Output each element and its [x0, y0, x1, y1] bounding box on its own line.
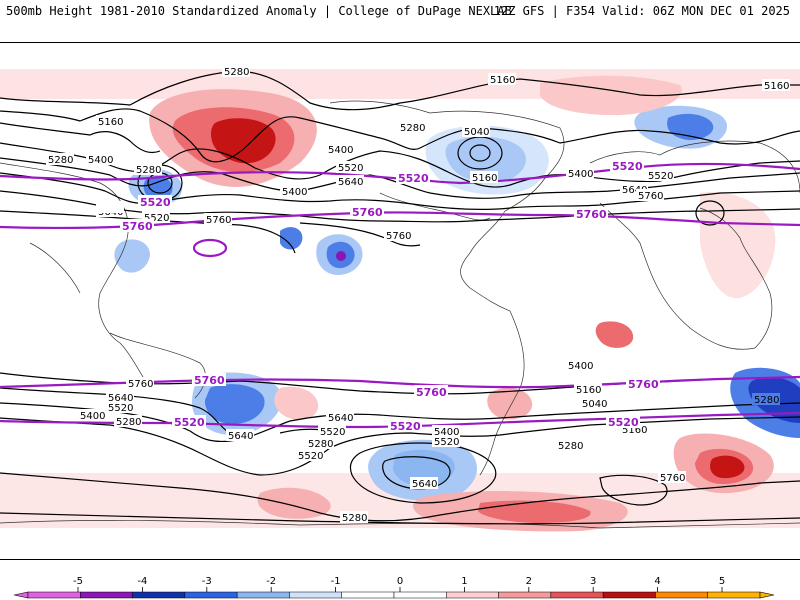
colorbar-swatch — [289, 591, 342, 599]
contour-label: 5760 — [386, 231, 411, 242]
colorbar-max-arrow — [759, 591, 775, 599]
colorbar-swatch — [236, 591, 290, 599]
contour-label: 5520 — [298, 451, 323, 462]
contour-label: 5640 — [328, 413, 353, 424]
contour-label: 5760 — [660, 473, 685, 484]
contour-label: 5160 — [764, 81, 789, 92]
reference-label: 5520 — [140, 196, 171, 209]
reference-label: 5760 — [416, 386, 447, 399]
colorbar-tick-label: -4 — [137, 576, 147, 587]
contour-label: 5760 — [638, 191, 663, 202]
contour-label: 5400 — [88, 155, 113, 166]
colorbar-tick-label: -2 — [266, 576, 276, 587]
colorbar-swatch — [184, 591, 238, 599]
colorbar-tick-label: -3 — [202, 576, 212, 587]
colorbar-tick-label: 1 — [461, 576, 467, 587]
reference-label: 5520 — [608, 416, 639, 429]
contour-label: 5400 — [568, 361, 593, 372]
contour-label: 5280 — [48, 155, 73, 166]
colorbar-tick-label: 3 — [590, 576, 596, 587]
colorbar-tick-label: -5 — [73, 576, 83, 587]
contour-label: 5160 — [490, 75, 515, 86]
contour-label: 5160 — [98, 117, 123, 128]
colorbar-swatch — [498, 591, 552, 599]
contour-label: 5520 — [648, 171, 673, 182]
contour-label: 5160 — [472, 173, 497, 184]
contour-label: 5400 — [282, 187, 307, 198]
reference-label: 5760 — [122, 220, 153, 233]
contour-label: 5640 — [338, 177, 363, 188]
contour-label: 5280 — [136, 165, 161, 176]
contour-label: 5520 — [144, 213, 169, 224]
contour-label: 5640 — [412, 479, 437, 490]
contour-label: 5640 — [622, 185, 647, 196]
contour-label: 5640 — [108, 393, 133, 404]
colorbar-tick-label: 5 — [719, 576, 725, 587]
anomaly-colorbar: -5 -4 -3 -2 -1 0 1 2 3 4 5 — [13, 576, 775, 599]
contour-label: 5640 — [228, 431, 253, 442]
colorbar-swatch — [341, 591, 395, 599]
colorbar-swatch — [446, 591, 499, 599]
colorbar-swatch — [707, 591, 761, 599]
contour-label: 5280 — [116, 417, 141, 428]
colorbar-swatch — [550, 591, 604, 599]
colorbar-swatch — [393, 591, 447, 599]
contour-label: 5400 — [568, 169, 593, 180]
colorbar-tick-label: -1 — [331, 576, 341, 587]
colorbar-swatch — [80, 591, 133, 599]
reference-label: 5760 — [194, 374, 225, 387]
contour-label: 5400 — [434, 427, 459, 438]
reference-label: 5520 — [398, 172, 429, 185]
anomaly-shading — [0, 69, 800, 532]
colorbar-tick-label: 4 — [654, 576, 660, 587]
contour-label: 5160 — [576, 385, 601, 396]
reference-label: 5520 — [612, 160, 643, 173]
contour-label: 5760 — [128, 379, 153, 390]
run-info: 12Z GFS | F354 Valid: 06Z MON DEC 01 202… — [493, 4, 790, 18]
reference-label: 5760 — [576, 208, 607, 221]
purple-contour-labels: 5520 5760 5520 5760 5520 5760 5760 5520 … — [120, 159, 660, 433]
contour-label: 5040 — [582, 399, 607, 410]
contour-label: 5280 — [400, 123, 425, 134]
colorbar-tick-label: 0 — [397, 576, 403, 587]
reference-label: 5520 — [390, 420, 421, 433]
contour-label: 5280 — [342, 513, 367, 524]
colorbar-swatch — [655, 591, 708, 599]
contour-label: 5160 — [622, 425, 647, 436]
colorbar-swatch — [132, 591, 186, 599]
contour-label: 5520 — [108, 403, 133, 414]
contour-label: 5520 — [320, 427, 345, 438]
contour-label: 5520 — [434, 437, 459, 448]
contour-label: 5760 — [206, 215, 231, 226]
contour-label: 5040 — [464, 127, 489, 138]
colorbar-swatch — [27, 591, 81, 599]
reference-label: 5760 — [628, 378, 659, 391]
contour-label: 5400 — [328, 145, 353, 156]
contour-label: 5280 — [224, 67, 249, 78]
contour-label: 5280 — [754, 395, 779, 406]
contour-label: 5400 — [80, 411, 105, 422]
anomaly-map: 5280 5160 5160 5160 5400 5280 5280 5400 … — [0, 42, 800, 560]
reference-label: 5760 — [352, 206, 383, 219]
map-title: 500mb Height 1981-2010 Standardized Anom… — [6, 4, 512, 18]
contour-label: 5280 — [558, 441, 583, 452]
colorbar-tick-label: 2 — [526, 576, 532, 587]
colorbar-min-arrow — [13, 591, 29, 599]
reference-label: 5520 — [174, 416, 205, 429]
contour-label: 5520 — [338, 163, 363, 174]
colorbar-swatch — [602, 591, 656, 599]
contour-label: 5280 — [308, 439, 333, 450]
